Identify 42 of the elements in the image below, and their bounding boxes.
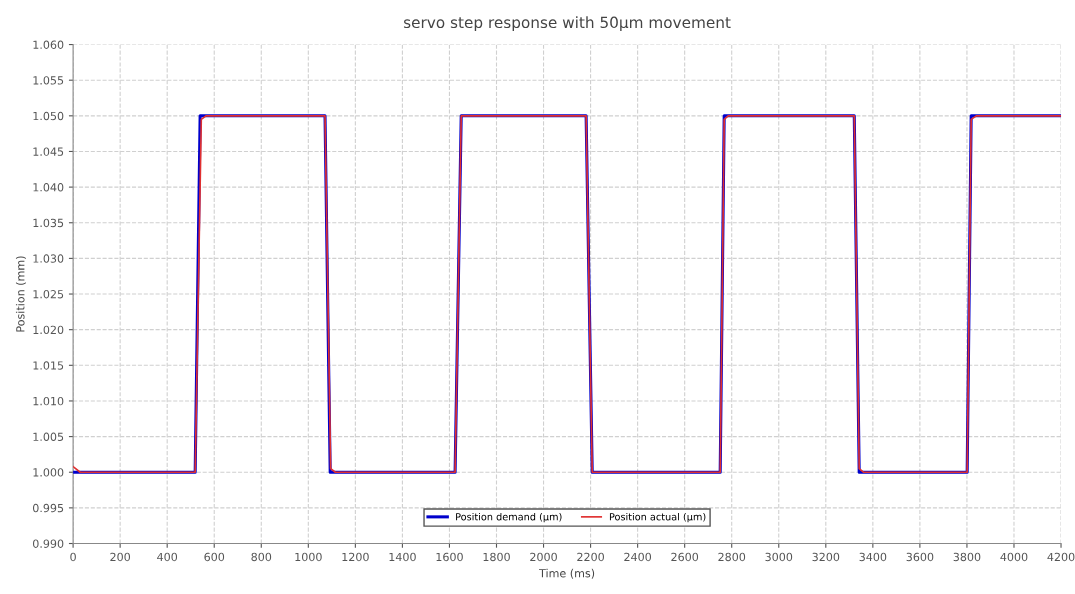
y-tick-label: 1.050 (33, 111, 64, 121)
x-tick-label: 1200 (342, 552, 369, 562)
x-tick-label: 2600 (671, 552, 699, 562)
y-tick-label: 1.035 (33, 218, 64, 228)
y-tick-label: 1.015 (33, 361, 64, 370)
x-tick-label: 3400 (859, 552, 887, 562)
x-tick-label: 800 (251, 552, 272, 562)
y-tick-label: 1.025 (33, 290, 64, 299)
y-axis-title: Position (mm) (15, 256, 26, 332)
y-tick-label: 1.020 (33, 325, 64, 335)
x-tick-label: 3000 (765, 552, 793, 562)
x-tick-label: 1600 (436, 552, 463, 562)
y-tick-label: 1.010 (33, 396, 64, 406)
x-tick-label: 0 (70, 552, 76, 562)
y-tick-label: 1.040 (33, 183, 64, 192)
y-tick-label: 1.000 (33, 468, 64, 477)
x-tick-label: 2000 (530, 552, 557, 562)
y-tick-label: 1.055 (33, 76, 64, 85)
x-tick-label: 3800 (953, 552, 981, 562)
x-tick-label: 2200 (577, 552, 604, 562)
legend-label: Position actual (µm) (609, 512, 706, 523)
x-tick-label: 2800 (718, 552, 746, 562)
x-tick-label: 600 (204, 552, 225, 562)
y-tick-label: 0.990 (33, 539, 64, 548)
x-tick-label: 4200 (1047, 552, 1075, 562)
y-tick-label: 0.995 (33, 503, 64, 513)
y-tick-label: 1.005 (33, 432, 64, 441)
x-tick-label: 3200 (812, 552, 840, 562)
x-tick-label: 3600 (906, 552, 934, 562)
x-tick-label: 200 (110, 552, 131, 562)
x-tick-label: 4000 (1000, 552, 1028, 562)
x-axis-title: Time (ms) (539, 568, 595, 579)
y-tick-label: 1.045 (33, 147, 64, 156)
legend-label: Position demand (µm) (456, 512, 562, 523)
y-tick-label: 1.030 (33, 254, 64, 263)
x-tick-label: 1400 (389, 552, 416, 562)
x-tick-label: 400 (157, 552, 178, 562)
x-tick-label: 1000 (295, 552, 322, 562)
y-tick-label: 1.060 (33, 40, 64, 49)
x-tick-label: 2400 (624, 552, 652, 562)
chart-title: servo step response with 50µm movement (403, 16, 731, 32)
x-tick-label: 1800 (483, 552, 510, 562)
